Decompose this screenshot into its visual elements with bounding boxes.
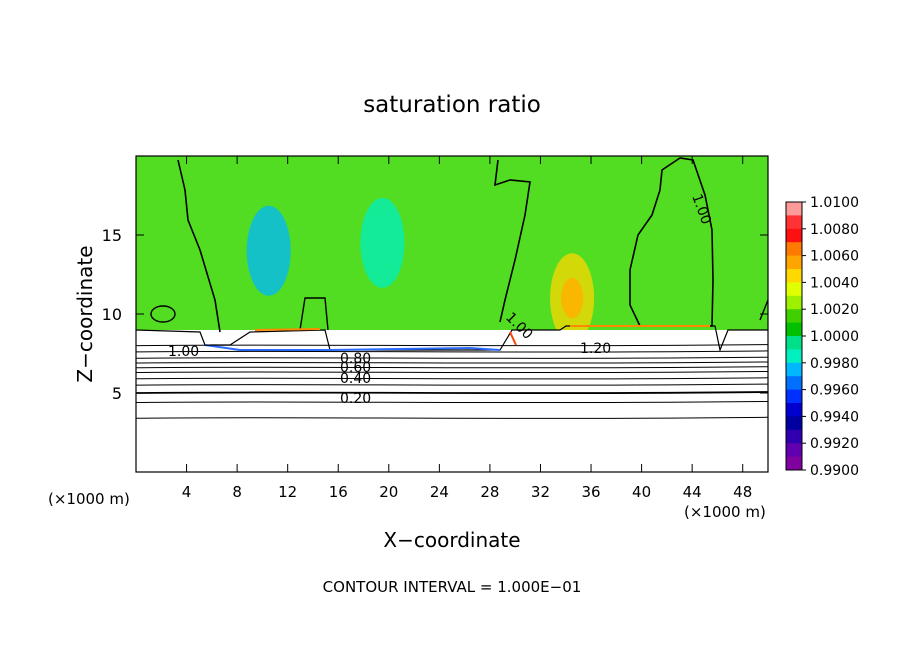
x-axis-label: X−coordinate (383, 528, 520, 552)
y-axis: 5 10 15 (102, 226, 768, 403)
contour-line-4 (299, 297, 329, 331)
colorbar-swatch (786, 389, 802, 404)
contour-label: 1.00 (168, 344, 199, 360)
contour-line-6 (759, 299, 768, 321)
x-axis: 4 8 12 16 20 24 28 32 36 40 44 48 (182, 156, 752, 501)
colorbar-swatch (786, 295, 802, 310)
x-unit-right: (×1000 m) (684, 503, 766, 521)
chart-title: saturation ratio (363, 92, 541, 118)
colorbar-swatch (786, 322, 802, 337)
colorbar-swatch (786, 255, 802, 270)
colorbar-swatch (786, 282, 802, 297)
colorbar-label: 0.9960 (810, 383, 859, 399)
contour-label: 0.40 (340, 371, 371, 387)
anomaly-core (561, 277, 584, 319)
x-tick-label: 16 (329, 483, 348, 501)
edge-highlight-3 (509, 331, 517, 346)
contour-line-1 (177, 159, 221, 333)
x-tick-label: 28 (480, 483, 499, 501)
colorbar-label: 1.0000 (810, 329, 859, 345)
colorbar-label: 1.0040 (810, 275, 859, 291)
colorbar-swatch (786, 416, 802, 431)
anomaly-patch (360, 197, 405, 288)
colorbar-label: 1.0100 (810, 195, 859, 211)
colorbar-label: 0.9940 (810, 409, 859, 425)
y-tick-label: 15 (102, 226, 122, 245)
colorbar-label: 0.9980 (810, 356, 859, 372)
y-tick-label: 5 (112, 384, 122, 403)
colorbar-label: 0.9920 (810, 436, 859, 452)
colorbar-label: 1.0020 (810, 302, 859, 318)
colorbar-swatch (786, 215, 802, 230)
moist-layer-top (204, 344, 501, 351)
x-unit-left: (×1000 m) (48, 490, 130, 508)
contour-label: 0.20 (340, 391, 371, 407)
x-tick-label: 36 (581, 483, 600, 501)
colorbar-swatch (786, 362, 802, 377)
colorbar-swatch (786, 228, 802, 243)
colorbar-swatch (786, 202, 802, 216)
colorbar-swatch (786, 376, 802, 391)
contour-line (136, 391, 768, 395)
contour-line-5 (150, 305, 176, 323)
colorbar-swatch (786, 242, 802, 257)
contour-line (136, 350, 768, 353)
contour-line (136, 361, 768, 364)
colorbar: 1.0100 1.0080 1.0060 1.0040 1.0020 1.0000 0.99… (785, 195, 859, 479)
x-tick-label: 40 (632, 483, 651, 501)
contour-line (136, 383, 768, 386)
edge-highlight-1 (254, 328, 321, 331)
x-tick-label: 12 (278, 483, 297, 501)
colorbar-swatch (786, 403, 802, 417)
subsaturated-contours (136, 344, 768, 419)
colorbar-swatch (786, 429, 802, 444)
contour-line (136, 366, 768, 369)
x-tick-label: 20 (379, 483, 398, 501)
contour-line (136, 344, 768, 347)
x-tick-label: 8 (232, 483, 242, 501)
colorbar-swatch (786, 336, 802, 350)
colorbar-swatch (786, 349, 802, 364)
plot-area (136, 156, 768, 472)
x-tick-label: 48 (733, 483, 752, 501)
y-axis-label: Z−coordinate (73, 245, 97, 382)
contour-label: 0.60 (340, 360, 371, 376)
colorbar-label: 1.0080 (810, 222, 859, 238)
contour-line (136, 370, 768, 374)
y-tick-label: 10 (102, 305, 122, 324)
colorbar-swatch (786, 456, 802, 471)
subsaturated-layer (136, 330, 768, 472)
colorbar-swatch (786, 309, 802, 324)
contour-interval-note: CONTOUR INTERVAL = 1.000E−01 (323, 578, 582, 596)
x-tick-label: 4 (182, 483, 192, 501)
contour-label: 1.20 (580, 341, 611, 357)
contour-label: 0.80 (340, 351, 371, 367)
x-tick-label: 32 (531, 483, 550, 501)
colorbar-label: 1.0060 (810, 249, 859, 265)
colorbar-swatch (786, 443, 802, 458)
x-tick-label: 24 (430, 483, 449, 501)
colorbar-label: 0.9900 (810, 463, 859, 479)
anomaly-patch (246, 205, 291, 296)
contour-line (136, 416, 768, 419)
contour-line (136, 377, 768, 380)
contour-line (136, 356, 768, 359)
contour-line (136, 400, 768, 404)
colorbar-swatch (786, 269, 802, 283)
contour-line-2 (494, 159, 531, 323)
x-tick-label: 44 (683, 483, 702, 501)
